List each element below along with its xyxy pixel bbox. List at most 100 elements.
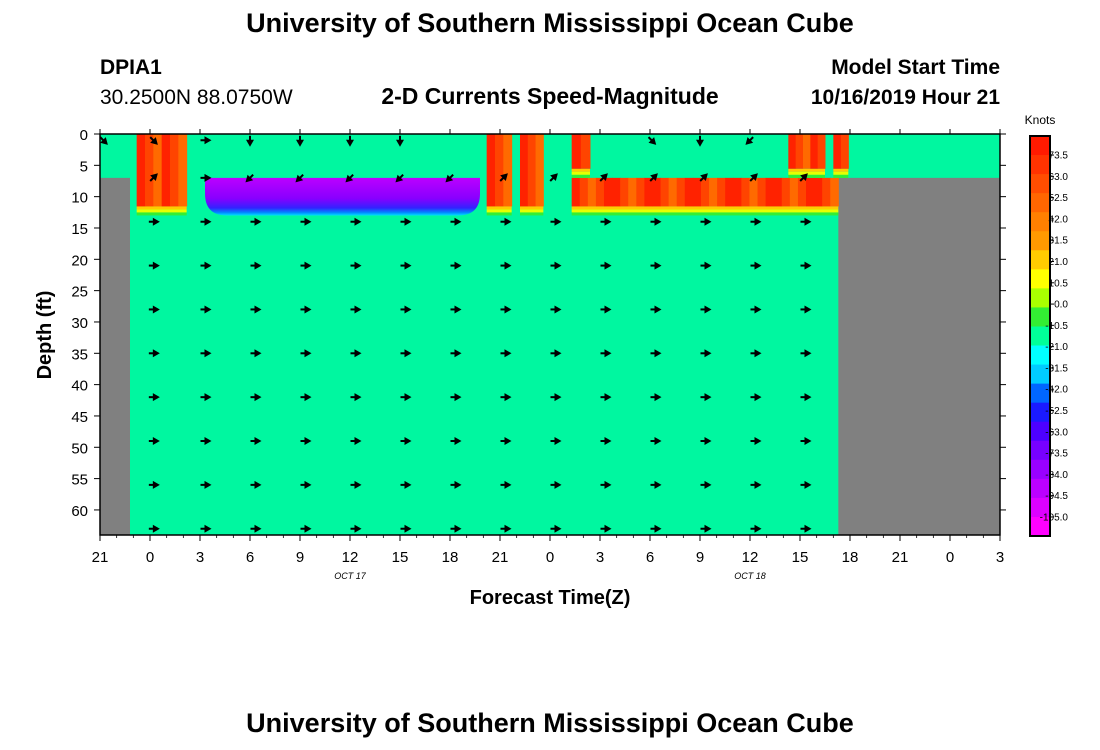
legend-swatch <box>1030 364 1050 385</box>
date-label: OCT 17 <box>334 571 367 581</box>
legend-level-label: -63.0 <box>1045 427 1068 438</box>
current-vector <box>549 173 558 182</box>
band-edge <box>136 212 187 216</box>
band-cell <box>817 134 826 169</box>
current-vector <box>200 349 212 358</box>
station-id: DPIA1 <box>100 56 162 79</box>
current-vector <box>200 393 212 402</box>
band-edge <box>486 209 512 213</box>
current-vector <box>650 437 662 446</box>
colorbar-legend: Knots 73.5 63.0 52.5 42.0 31.5 21.0 10.5 0.0 -10.… <box>1025 113 1069 537</box>
band-cell <box>644 177 653 207</box>
band-cell <box>486 134 496 207</box>
current-vector <box>500 217 512 226</box>
band-cell <box>153 134 163 207</box>
current-vector <box>350 349 362 358</box>
band-cell <box>603 177 613 207</box>
legend-level-label: -52.5 <box>1045 406 1068 417</box>
x-tick-label: 21 <box>492 549 509 566</box>
y-tick-label: 0 <box>80 127 88 144</box>
band-edge <box>788 168 825 172</box>
current-vector <box>800 480 812 489</box>
current-vector <box>450 349 462 358</box>
current-vector <box>700 305 712 314</box>
band-cell <box>660 177 670 207</box>
current-vector <box>600 480 612 489</box>
current-vector <box>799 173 808 182</box>
band-cell <box>620 177 629 207</box>
current-vector <box>148 349 160 358</box>
legend-swatch <box>1030 383 1050 404</box>
band-cell <box>810 134 819 169</box>
current-vector <box>750 349 762 358</box>
current-vector <box>350 437 362 446</box>
current-vector <box>350 393 362 402</box>
legend-level-label: 42.0 <box>1049 214 1069 225</box>
current-vector <box>550 437 562 446</box>
current-vector <box>699 173 708 182</box>
band-cell <box>773 177 783 207</box>
x-tick-label: 6 <box>246 549 254 566</box>
band-cell <box>700 177 710 207</box>
speed-band <box>136 134 188 216</box>
band-cell <box>733 177 742 207</box>
current-vector <box>650 261 662 270</box>
legend-swatch <box>1030 155 1050 175</box>
current-vector <box>200 136 212 145</box>
band-edge <box>520 206 544 210</box>
legend-level-label: -42.0 <box>1045 385 1068 396</box>
current-vector <box>250 393 262 402</box>
legend-swatch <box>1030 174 1050 194</box>
current-vector <box>400 217 412 226</box>
band-edge <box>833 174 849 178</box>
x-tick-label: 21 <box>92 549 109 566</box>
current-vector <box>400 349 412 358</box>
band-edge <box>486 206 512 210</box>
band-edge <box>571 174 590 178</box>
current-vector <box>200 173 212 182</box>
current-vector <box>700 480 712 489</box>
band-cell <box>830 177 839 207</box>
legend-swatch <box>1030 440 1050 461</box>
current-vector <box>600 217 612 226</box>
current-vectors <box>99 135 812 533</box>
legend-level-label: 73.5 <box>1049 151 1069 162</box>
current-vector <box>550 524 562 533</box>
speed-band <box>486 134 513 216</box>
current-vector <box>396 135 404 147</box>
current-vector <box>600 349 612 358</box>
x-tick-label: 15 <box>792 549 809 566</box>
current-vector <box>200 524 212 533</box>
current-vector <box>700 349 712 358</box>
current-vector <box>750 393 762 402</box>
current-vector <box>450 393 462 402</box>
band-cell <box>717 177 726 207</box>
current-vector <box>800 524 812 533</box>
legend-level-label: 63.0 <box>1049 172 1069 183</box>
band-cell <box>749 177 759 207</box>
current-vector <box>700 524 712 533</box>
band-cell <box>692 177 702 207</box>
current-vector <box>346 135 354 147</box>
current-vector <box>300 393 312 402</box>
current-vector <box>650 524 662 533</box>
current-vector <box>250 349 262 358</box>
band-edge <box>833 168 849 172</box>
band-cell <box>628 177 637 207</box>
current-vector <box>345 174 354 183</box>
plot-area <box>100 134 1000 535</box>
x-axis-label: Forecast Time(Z) <box>470 587 631 609</box>
x-tick-label: 12 <box>742 549 759 566</box>
y-tick-label: 30 <box>71 315 88 332</box>
current-vector <box>350 524 362 533</box>
band-cell <box>520 134 529 207</box>
legend-level-label: 21.0 <box>1049 257 1069 268</box>
x-tick-label: 15 <box>392 549 409 566</box>
current-vector <box>400 393 412 402</box>
speed-band <box>788 134 826 178</box>
current-vector <box>700 261 712 270</box>
legend-level-label: -73.5 <box>1045 449 1068 460</box>
legend-swatch <box>1030 231 1050 251</box>
page-title: University of Southern Mississippi Ocean… <box>246 8 854 38</box>
x-tick-label: 6 <box>646 549 654 566</box>
